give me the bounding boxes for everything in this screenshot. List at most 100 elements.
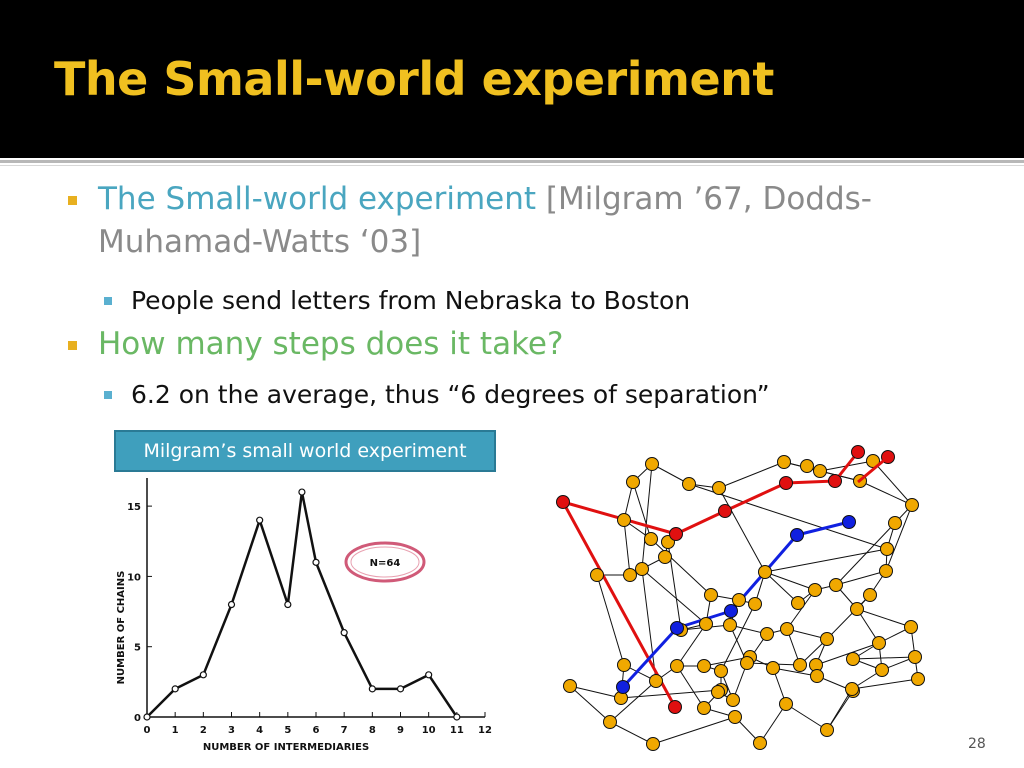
data-point — [340, 629, 348, 637]
graph-edge — [623, 519, 631, 576]
divider-line — [0, 160, 1024, 163]
graph-node — [728, 710, 742, 724]
annotation-ellipse — [344, 541, 426, 583]
graph-node — [850, 602, 864, 616]
sub-bullet-square-icon — [104, 391, 112, 399]
data-point — [396, 685, 405, 693]
graph-node — [779, 697, 793, 711]
graph-edge — [872, 460, 913, 506]
graph-node — [813, 464, 827, 478]
graph-node — [740, 656, 754, 670]
graph-node — [905, 498, 919, 512]
bullet-highlight: The Small-world experiment — [98, 181, 537, 217]
graph-node — [670, 659, 684, 673]
graph-node — [649, 674, 663, 688]
data-point — [199, 671, 207, 679]
red-path-edge — [785, 479, 836, 485]
bullet-square-icon — [68, 341, 77, 350]
sub-bullet-text: People send letters from Nebraska to Bos… — [131, 286, 691, 315]
graph-node — [704, 588, 718, 602]
graph-edge — [569, 685, 622, 699]
graph-node — [846, 652, 860, 666]
data-point — [143, 713, 151, 721]
graph-node — [682, 477, 696, 491]
sub-bullet-text: 6.2 on the average, thus “6 degrees of s… — [131, 380, 770, 409]
blue-path-edge — [796, 520, 850, 537]
graph-node — [635, 562, 649, 576]
graph-edge — [718, 461, 785, 489]
graph-node — [699, 617, 713, 631]
red-path-node — [851, 445, 865, 459]
graph-node — [820, 632, 834, 646]
x-axis-label: NUMBER OF INTERMEDIARIES — [203, 742, 369, 753]
annotation-label: N=64 — [370, 558, 401, 569]
red-path-node — [556, 495, 570, 509]
red-path-node — [779, 476, 793, 490]
data-point — [171, 685, 179, 693]
graph-node — [646, 737, 660, 751]
graph-edge — [641, 568, 657, 682]
graph-edge — [676, 623, 707, 667]
graph-node — [908, 650, 922, 664]
graph-edge — [772, 667, 818, 677]
graph-edge — [609, 721, 654, 745]
data-point — [227, 600, 236, 609]
graph-edge — [620, 689, 722, 699]
graph-node — [714, 664, 728, 678]
graph-edge — [835, 570, 887, 586]
graph-edge — [785, 703, 828, 731]
graph-node — [866, 454, 880, 468]
graph-node — [911, 672, 925, 686]
x-tick-label: 1 — [172, 725, 179, 736]
graph-node — [726, 693, 740, 707]
graph-edge — [885, 504, 913, 572]
graph-node — [904, 620, 918, 634]
data-point — [312, 558, 320, 566]
x-tick-label: 8 — [369, 725, 376, 736]
y-tick-label: 0 — [134, 713, 141, 724]
x-tick-label: 3 — [228, 725, 235, 736]
red-path-edge — [561, 501, 677, 708]
graph-node — [748, 597, 762, 611]
graph-node — [872, 636, 886, 650]
blue-path-edge — [621, 626, 679, 689]
y-tick-label: 5 — [134, 643, 141, 654]
x-tick-label: 4 — [256, 725, 263, 736]
graph-node — [603, 715, 617, 729]
graph-node — [563, 679, 577, 693]
blue-path-node — [790, 528, 804, 542]
x-tick-label: 11 — [450, 725, 464, 736]
data-point — [425, 671, 433, 679]
graph-node — [880, 542, 894, 556]
graph-edge — [569, 685, 611, 723]
red-path-node — [828, 474, 842, 488]
graph-edge — [826, 690, 854, 731]
graph-node — [753, 736, 767, 750]
graph-node — [875, 663, 889, 677]
y-tick-label: 10 — [127, 572, 141, 583]
data-point — [298, 488, 306, 496]
network-graph-figure — [556, 445, 925, 751]
x-tick-label: 7 — [341, 725, 348, 736]
graph-edge — [688, 483, 888, 550]
graph-node — [820, 723, 834, 737]
blue-path-node — [670, 621, 684, 635]
graph-edge — [786, 589, 816, 630]
graph-edge — [764, 571, 816, 591]
graph-node — [777, 455, 791, 469]
graph-node — [780, 622, 794, 636]
red-path-node — [668, 700, 682, 714]
data-point — [368, 685, 376, 693]
graph-node — [791, 596, 805, 610]
graph-edge — [759, 703, 787, 744]
data-point — [284, 600, 292, 609]
graph-node — [723, 618, 737, 632]
bullet-citation-line1: [Milgram ’67, Dodds- — [536, 181, 872, 217]
graph-node — [863, 588, 877, 602]
graph-edge — [835, 522, 896, 586]
x-tick-label: 6 — [313, 725, 320, 736]
data-point — [453, 713, 461, 721]
graph-node — [658, 550, 672, 564]
blue-path-node — [842, 515, 856, 529]
sub-bullet-square-icon — [104, 297, 112, 305]
